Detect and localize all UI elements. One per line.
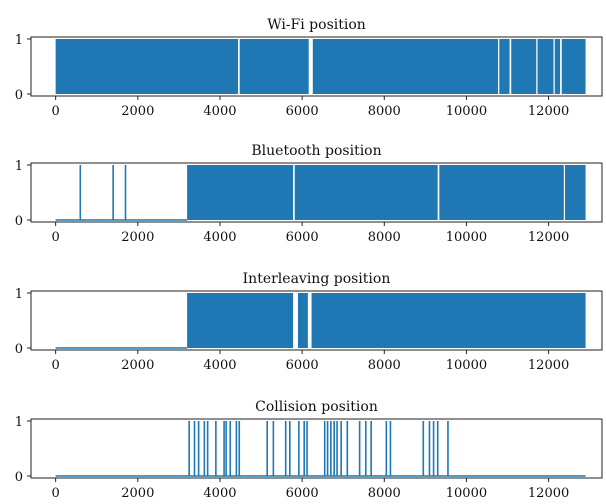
x-tick-label: 4000 [203, 486, 236, 501]
axes-frame [30, 36, 603, 97]
x-tick-label: 6000 [286, 486, 319, 501]
series-on-interval [239, 39, 309, 94]
axes-frame [30, 162, 603, 223]
subplot-1: Wi-Fi position 0 2000 4000 6000 8000 10000 1200… [15, 17, 603, 119]
subplot-title: Interleaving position [243, 271, 391, 287]
x-tick-label: 4000 [203, 104, 236, 119]
subplot-title: Bluetooth position [251, 143, 381, 159]
x-tick-label: 2000 [121, 104, 154, 119]
x-tick-label: 12000 [528, 358, 569, 373]
series-on-interval [312, 39, 499, 94]
y-tick-label: 0 [15, 88, 23, 103]
series-on-interval [561, 39, 586, 94]
x-tick-label: 6000 [286, 230, 319, 245]
x-tick-label: 12000 [528, 486, 569, 501]
x-tick-label: 6000 [286, 104, 319, 119]
x-tick-label: 10000 [446, 230, 487, 245]
subplot-4: Collision position 0 2000 4000 6000 8000 10000… [15, 399, 603, 501]
y-tick-label: 1 [15, 287, 23, 302]
series-on-interval [499, 39, 510, 94]
series-on-interval [187, 165, 294, 220]
x-tick-label: 12000 [528, 104, 569, 119]
series-on-interval [187, 293, 294, 348]
subplot-title: Collision position [255, 399, 378, 415]
subplot-title: Wi-Fi position [267, 17, 366, 33]
x-tick-label: 0 [52, 486, 60, 501]
x-tick-label: 6000 [286, 358, 319, 373]
y-tick-label: 1 [15, 33, 23, 48]
y-tick-label: 0 [15, 470, 23, 485]
x-tick-label: 8000 [368, 104, 401, 119]
series-on-interval [294, 165, 438, 220]
x-tick-label: 8000 [368, 358, 401, 373]
series-on-interval [439, 165, 564, 220]
x-tick-label: 2000 [121, 358, 154, 373]
y-tick-label: 0 [15, 214, 23, 229]
x-tick-label: 2000 [121, 230, 154, 245]
x-tick-label: 10000 [446, 104, 487, 119]
x-tick-label: 0 [52, 230, 60, 245]
x-tick-label: 10000 [446, 358, 487, 373]
x-tick-label: 4000 [203, 230, 236, 245]
x-tick-label: 2000 [121, 486, 154, 501]
x-tick-label: 0 [52, 358, 60, 373]
y-tick-label: 0 [15, 342, 23, 357]
series-on-interval [537, 39, 554, 94]
series-on-interval [311, 293, 586, 348]
x-tick-label: 4000 [203, 358, 236, 373]
y-tick-label: 1 [15, 415, 23, 430]
series-on-interval [554, 39, 561, 94]
series-on-interval [565, 165, 586, 220]
subplot-2: Bluetooth position 0 2000 4000 6000 8000 10000… [15, 143, 603, 245]
x-tick-label: 8000 [368, 230, 401, 245]
series-on-interval [298, 293, 308, 348]
y-tick-label: 1 [15, 159, 23, 174]
x-tick-label: 8000 [368, 486, 401, 501]
series-on-interval [511, 39, 537, 94]
series-on-interval [55, 39, 239, 94]
x-tick-label: 12000 [528, 230, 569, 245]
x-tick-label: 0 [52, 104, 60, 119]
axes-frame [30, 290, 603, 351]
x-tick-label: 10000 [446, 486, 487, 501]
axes-frame [30, 418, 603, 479]
